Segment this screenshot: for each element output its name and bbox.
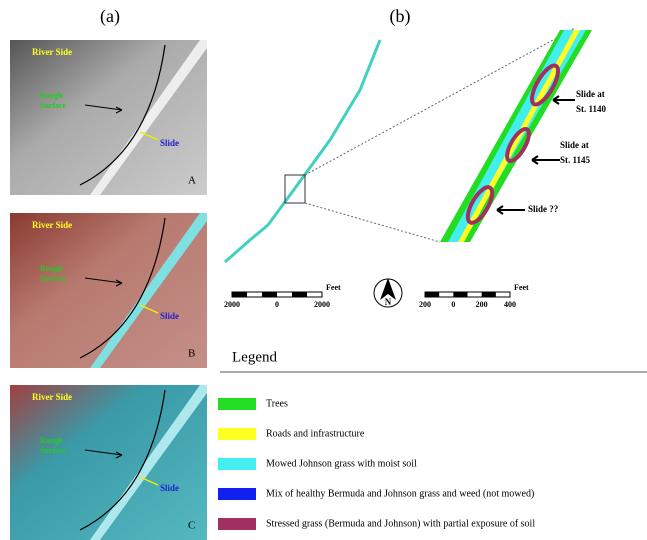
slide-label: Slide <box>160 138 179 148</box>
scale-segment <box>453 292 467 297</box>
scale-label: 200 <box>476 300 488 309</box>
slide-label: Slide <box>160 483 179 493</box>
scale-segment <box>262 292 277 297</box>
callout: St. 1145 <box>560 155 591 165</box>
legend-swatch <box>218 518 256 530</box>
surface-label: Rough <box>40 91 63 100</box>
surface-label: Rough <box>40 264 63 273</box>
callout: Slide ?? <box>528 204 558 214</box>
callout: Slide at <box>576 89 605 99</box>
scale-segment <box>232 292 247 297</box>
legend-label: Mowed Johnson grass with moist soil <box>266 458 417 469</box>
scale-label: 2000 <box>224 300 240 309</box>
legend-swatch <box>218 428 256 440</box>
surface-label: Surface <box>40 274 67 283</box>
surface-label: Rough <box>40 436 63 445</box>
scale-label: 0 <box>451 300 455 309</box>
legend-label: Roads and infrastructure <box>266 428 365 439</box>
slide-label: Slide <box>160 311 179 321</box>
surface-label: Surface <box>40 101 67 110</box>
scale-label: 0 <box>275 300 279 309</box>
panel-letter: B <box>188 348 195 360</box>
scale-label: 200 <box>419 300 431 309</box>
legend-title: Legend <box>232 349 277 365</box>
legend-label: Stressed grass (Bermuda and Johnson) wit… <box>266 518 535 529</box>
legend-swatch <box>218 488 256 500</box>
scale-unit: Feet <box>514 283 529 292</box>
river-label: River Side <box>32 220 72 230</box>
legend-swatch <box>218 398 256 410</box>
scale-label: 400 <box>504 300 516 309</box>
surface-label: Surface <box>40 446 67 455</box>
scale-segment <box>425 292 439 297</box>
scale-unit: Feet <box>326 283 341 292</box>
figure: (a) (b) River SideRoughSurfaceSlideARive… <box>0 0 647 540</box>
map <box>225 28 592 307</box>
river-label: River Side <box>32 392 72 402</box>
panel-label: (a) <box>100 6 120 27</box>
legend-swatch <box>218 458 256 470</box>
panel-letter: A <box>188 175 196 187</box>
river-label: River Side <box>32 47 72 57</box>
callout: St. 1140 <box>576 104 607 114</box>
callout: Slide at <box>560 140 589 150</box>
legend-label: Mix of healthy Bermuda and Johnson grass… <box>266 488 534 499</box>
scale-label: 2000 <box>314 300 330 309</box>
north-label: N <box>385 297 392 307</box>
scale-segment <box>292 292 307 297</box>
scale-segment <box>482 292 496 297</box>
panel-label: (b) <box>390 6 411 27</box>
legend-label: Trees <box>266 398 288 409</box>
panel-letter: C <box>188 520 195 532</box>
